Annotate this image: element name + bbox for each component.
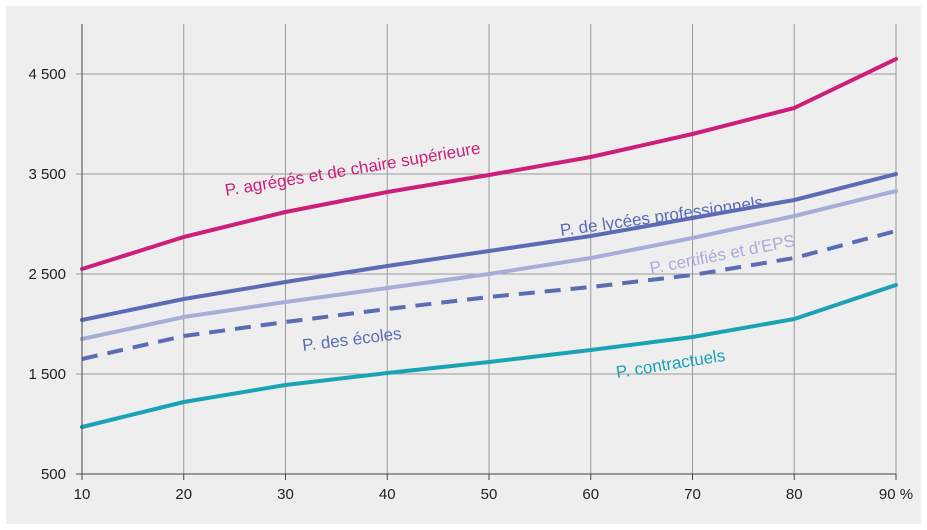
- x-tick-label: 30: [277, 486, 294, 503]
- chart-canvas: 10 20 30 40 50 60 70 80 90 % 500 1 500 2 500 3 500 4 …: [28, 24, 913, 503]
- series-label-p-de-lycees-professionnels: P. de lycées professionnels: [559, 193, 764, 240]
- x-tick-label: 70: [684, 486, 701, 503]
- axes: 10 20 30 40 50 60 70 80 90 % 500 1 500 2 500 3 500 4 …: [28, 24, 913, 503]
- y-tick-label: 3 500: [28, 166, 66, 183]
- x-tick-label: 80: [786, 486, 803, 503]
- series-line-p-de-lycees-professionnels: [80, 172, 898, 322]
- series-line-p-contractuels: [80, 283, 898, 429]
- series-line-p-agreges-et-de-chaire-superieure: [80, 57, 898, 271]
- x-tick-label: 90 %: [879, 486, 913, 503]
- x-tick-label: 20: [175, 486, 192, 503]
- series-line-p-certifies-et-d-eps: [80, 189, 898, 341]
- y-tick-label: 1 500: [28, 366, 66, 383]
- series-label-p-agreges-et-de-chaire-superieure: P. agrégés et de chaire supérieure: [224, 139, 482, 200]
- y-tick-label: 4 500: [28, 66, 66, 83]
- x-tick-label: 60: [582, 486, 599, 503]
- series-labels: P. agrégés et de chaire supérieure P. de …: [224, 139, 797, 382]
- series-label-p-certifies-et-d-eps: P. certifiés et d'EPS: [648, 231, 796, 278]
- series-line-p-des-ecoles: [81, 229, 897, 361]
- salary-distribution-chart: 10 20 30 40 50 60 70 80 90 % 500 1 500 2 500 3 500 4 …: [6, 6, 921, 524]
- x-tick-label: 40: [379, 486, 396, 503]
- series-lines: [80, 57, 898, 429]
- series-label-p-contractuels: P. contractuels: [615, 346, 727, 382]
- y-tick-label: 2 500: [28, 266, 66, 283]
- x-tick-label: 10: [74, 486, 91, 503]
- y-tick-label: 500: [41, 466, 66, 483]
- x-tick-label: 50: [481, 486, 498, 503]
